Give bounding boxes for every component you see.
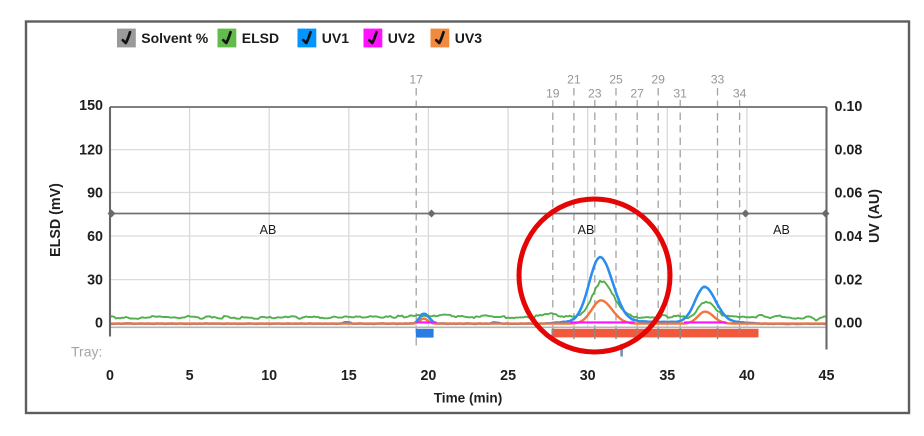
svg-text:0: 0 <box>106 368 114 384</box>
svg-text:UV3: UV3 <box>455 30 482 46</box>
svg-text:15: 15 <box>341 368 357 384</box>
svg-text:90: 90 <box>87 185 103 201</box>
svg-text:35: 35 <box>659 368 675 384</box>
svg-text:120: 120 <box>79 142 103 158</box>
svg-text:31: 31 <box>673 87 687 101</box>
svg-text:0.02: 0.02 <box>835 273 863 289</box>
svg-text:45: 45 <box>819 368 835 384</box>
svg-text:17: 17 <box>409 73 423 87</box>
svg-text:21: 21 <box>567 73 581 87</box>
svg-text:23: 23 <box>588 87 602 101</box>
svg-text:0.10: 0.10 <box>835 99 863 115</box>
svg-text:25: 25 <box>500 368 516 384</box>
svg-text:Time (min): Time (min) <box>434 390 502 405</box>
svg-text:60: 60 <box>87 229 103 245</box>
svg-text:30: 30 <box>87 272 103 288</box>
svg-text:5: 5 <box>186 368 194 384</box>
svg-text:29: 29 <box>651 73 665 87</box>
svg-text:10: 10 <box>261 368 277 384</box>
svg-text:0.06: 0.06 <box>835 185 863 201</box>
svg-text:AB: AB <box>260 223 277 237</box>
svg-text:0.08: 0.08 <box>835 142 863 158</box>
svg-text:Tray:: Tray: <box>71 344 102 360</box>
svg-text:19: 19 <box>546 87 560 101</box>
svg-text:150: 150 <box>79 98 103 114</box>
svg-text:0: 0 <box>95 315 103 331</box>
svg-text:0.04: 0.04 <box>835 229 863 245</box>
svg-text:30: 30 <box>580 368 596 384</box>
svg-text:Solvent %: Solvent % <box>141 30 208 46</box>
svg-text:AB: AB <box>773 223 790 237</box>
svg-text:UV (AU): UV (AU) <box>867 189 883 243</box>
svg-text:0.00: 0.00 <box>835 315 863 331</box>
svg-text:UV1: UV1 <box>322 30 349 46</box>
svg-text:UV2: UV2 <box>388 30 415 46</box>
svg-text:34: 34 <box>733 87 747 101</box>
svg-text:40: 40 <box>739 368 755 384</box>
svg-text:ELSD (mV): ELSD (mV) <box>48 183 64 257</box>
svg-text:ELSD: ELSD <box>242 30 279 46</box>
svg-text:25: 25 <box>609 73 623 87</box>
svg-text:20: 20 <box>420 368 436 384</box>
svg-text:27: 27 <box>630 87 644 101</box>
svg-text:AB: AB <box>578 223 595 237</box>
svg-text:33: 33 <box>711 73 725 87</box>
